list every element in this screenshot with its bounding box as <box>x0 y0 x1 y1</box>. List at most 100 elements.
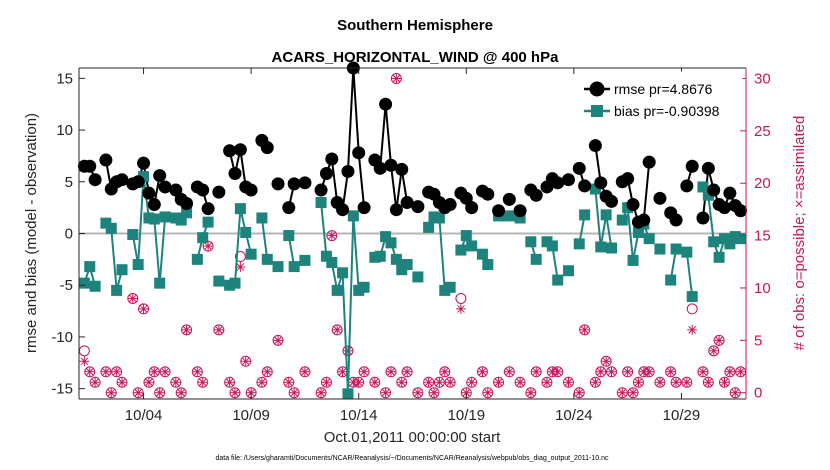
assimilated-obs-marker <box>138 303 149 314</box>
rmse-point <box>99 153 113 167</box>
assimilated-obs-marker <box>106 387 117 398</box>
assimilated-obs-marker <box>654 377 665 388</box>
assimilated-obs-marker <box>246 387 257 398</box>
legend-rmse-marker <box>589 81 605 97</box>
rmse-point <box>637 213 651 227</box>
assimilated-obs-marker <box>79 356 90 367</box>
legend-bias-label: bias pr=-0.90398 <box>614 103 720 119</box>
assimilated-obs-marker <box>714 335 725 346</box>
assimilated-obs-marker <box>289 387 300 398</box>
rmse-point <box>131 175 145 189</box>
y-tick-label: -5 <box>60 277 73 294</box>
assimilated-obs-marker <box>735 366 746 377</box>
rmse-point <box>411 200 425 214</box>
bias-point <box>197 232 209 244</box>
assimilated-obs-marker <box>504 366 515 377</box>
bias-point <box>390 253 402 265</box>
tick-labels: 10/04 10/09 10/14 10/19 10/24 10/29 -15 -10 -5 0 5… <box>51 70 770 424</box>
bias-point <box>138 171 150 183</box>
bias-point <box>283 230 295 242</box>
assimilated-obs-marker <box>326 230 337 241</box>
rmse-point <box>502 192 516 206</box>
rmse-point <box>707 183 721 197</box>
bias-point <box>423 221 435 233</box>
rmse-point <box>680 179 694 193</box>
rmse-point <box>384 158 398 172</box>
bias-line-segment <box>137 176 145 265</box>
possible-obs-marker <box>234 251 246 263</box>
assimilated-obs-marker <box>273 335 284 346</box>
bias-point <box>326 256 338 268</box>
assimilated-obs-marker <box>697 366 708 377</box>
assimilated-obs-marker <box>439 366 450 377</box>
assimilated-obs-marker <box>671 377 682 388</box>
assimilated-obs-marker <box>687 324 698 335</box>
bias-point <box>84 261 96 273</box>
rmse-point <box>319 167 333 181</box>
bias-point <box>401 259 413 271</box>
y-tick-label-right: 5 <box>754 332 762 349</box>
rmse-line-segment <box>395 169 403 210</box>
bias-line-segment <box>605 214 613 249</box>
assimilated-obs-marker <box>359 366 370 377</box>
rmse-point <box>389 203 403 217</box>
bias-point <box>159 211 171 223</box>
bias-point <box>358 281 370 293</box>
assimilated-obs-marker <box>299 366 310 377</box>
rmse-point <box>572 161 586 175</box>
bias-point <box>552 274 564 286</box>
rmse-point <box>578 179 592 193</box>
y-tick-label-right: 15 <box>754 228 771 245</box>
assimilated-obs-marker <box>477 366 488 377</box>
rmse-point <box>669 213 683 227</box>
bias-point <box>444 281 456 293</box>
assimilated-obs-marker <box>531 366 542 377</box>
bias-point <box>191 253 203 265</box>
bias-point <box>148 213 160 225</box>
y-tick-label-right: 0 <box>754 385 762 402</box>
y-tick-label-right: 20 <box>754 175 771 192</box>
x-tick-label: 10/24 <box>555 407 593 424</box>
assimilated-obs-marker <box>541 377 552 388</box>
bias-line-segment <box>233 208 242 284</box>
legend-rmse-label: rmse pr=4.8676 <box>614 81 713 97</box>
assimilated-obs-marker <box>176 387 187 398</box>
bias-point <box>482 259 494 271</box>
bias-line-segment <box>685 251 694 297</box>
bias-point <box>132 259 144 271</box>
rmse-point <box>561 173 575 187</box>
bias-line-segment <box>551 245 559 281</box>
rmse-point <box>137 156 151 170</box>
rmse-point <box>357 201 371 215</box>
rmse-point <box>287 177 301 191</box>
bias-line-segment <box>626 207 635 261</box>
legend-box <box>579 71 743 127</box>
rmse-point <box>244 183 258 197</box>
bias-point <box>606 242 618 254</box>
assimilated-obs-marker <box>633 377 644 388</box>
assimilated-obs-marker <box>353 377 364 388</box>
assimilated-obs-marker <box>256 377 267 388</box>
rmse-point <box>717 201 731 215</box>
x-axis-label: Oct.01,2011 00:00:00 start <box>324 429 501 446</box>
assimilated-obs-marker <box>262 366 273 377</box>
bias-point <box>654 243 666 255</box>
rmse-point <box>83 159 97 173</box>
possible-obs-marker <box>455 292 467 304</box>
assimilated-obs-marker <box>154 387 165 398</box>
assimilated-obs-marker <box>628 387 639 398</box>
rmse-point <box>341 164 355 178</box>
y-tick-label: 10 <box>56 122 73 139</box>
bias-point <box>643 233 655 245</box>
bias-point <box>503 210 515 222</box>
bias-point <box>525 236 537 248</box>
y-axis-label: rmse and bias (model - observation) <box>23 113 40 353</box>
assimilated-obs-marker <box>170 377 181 388</box>
assimilated-obs-marker <box>240 356 251 367</box>
rmse-point <box>685 159 699 173</box>
assimilated-obs-marker <box>644 366 655 377</box>
bias-point <box>331 284 343 296</box>
y-tick-label-right: 25 <box>754 123 771 140</box>
bias-point <box>514 212 526 224</box>
bias-line-segment <box>352 215 360 291</box>
